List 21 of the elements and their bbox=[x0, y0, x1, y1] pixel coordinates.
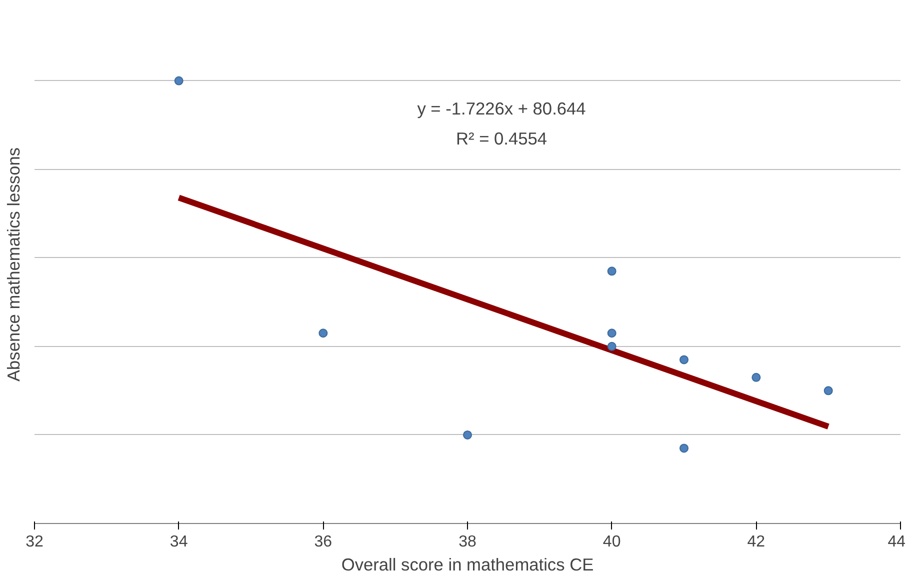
point bbox=[463, 430, 472, 440]
point bbox=[174, 76, 184, 86]
x-tick-label: 42 bbox=[747, 534, 766, 550]
point bbox=[752, 372, 761, 382]
point bbox=[607, 266, 616, 276]
point bbox=[607, 328, 616, 338]
x-tick-label: 36 bbox=[314, 534, 332, 550]
point bbox=[607, 342, 616, 351]
x-tick-label: 34 bbox=[170, 534, 188, 550]
x-tick-label: 32 bbox=[26, 534, 44, 550]
y-axis-title: Absence mathematics lessons bbox=[4, 147, 24, 382]
annotation: R² = 0.4554 bbox=[456, 128, 548, 148]
point bbox=[318, 328, 328, 338]
x-axis-title: Overall score in mathematics CE bbox=[341, 554, 594, 574]
annotation: y = -1.7226x + 80.644 bbox=[417, 98, 586, 118]
point bbox=[680, 444, 688, 453]
x-tick-label: 44 bbox=[888, 534, 906, 550]
point bbox=[680, 355, 688, 364]
x-tick-label: 40 bbox=[602, 534, 621, 550]
x-tick-label: 38 bbox=[458, 534, 476, 550]
point bbox=[824, 386, 833, 396]
